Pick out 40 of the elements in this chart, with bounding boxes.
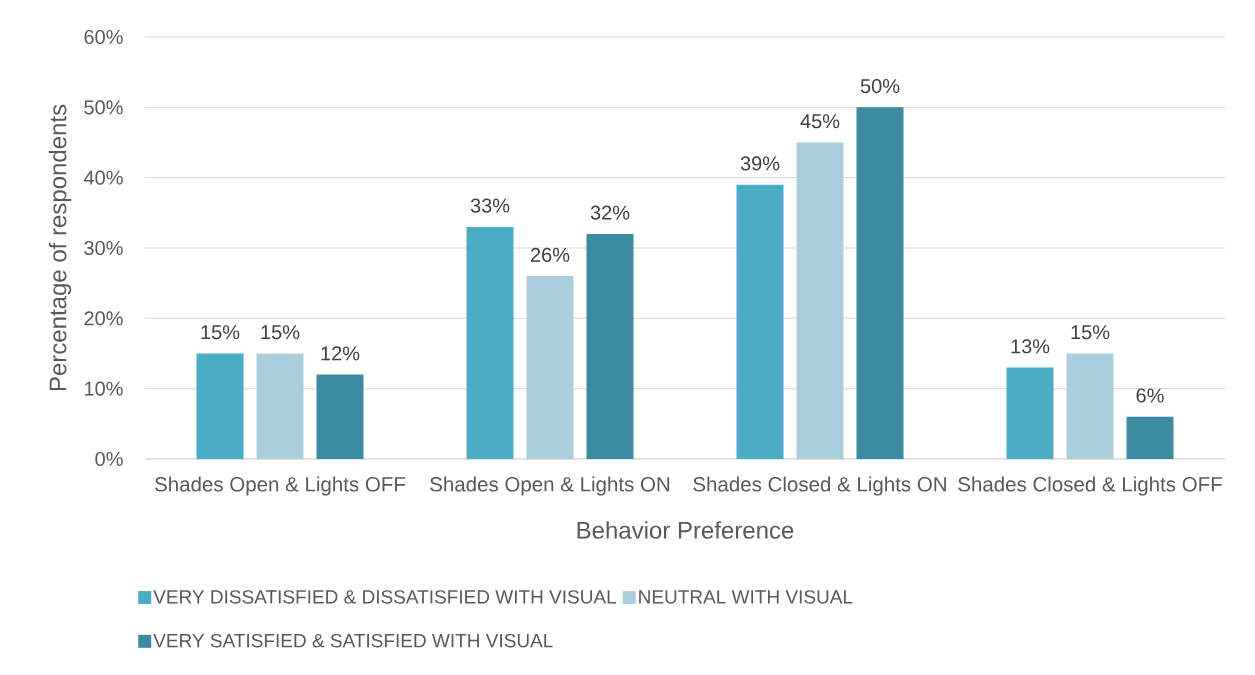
x-axis-title: Behavior Preference	[577, 521, 794, 539]
y-tick-label: 60%	[84, 29, 123, 45]
data-label: 50%	[860, 78, 900, 94]
bar	[526, 276, 574, 459]
legend-label: NEUTRAL WITH VISUAL	[639, 590, 853, 604]
y-tick-label: 10%	[84, 381, 123, 396]
x-tick-label: Shades Closed & Lights OFF	[958, 476, 1222, 496]
data-label: 39%	[740, 156, 780, 171]
data-label: 15%	[201, 325, 240, 340]
x-tick-label: Shades Open & Lights OFF	[155, 476, 406, 496]
y-tick-label: 40%	[83, 170, 123, 185]
y-tick-label: 50%	[84, 100, 123, 115]
bar	[316, 374, 364, 459]
bar	[856, 107, 904, 459]
data-label: 45%	[800, 114, 840, 129]
data-label: 15%	[261, 325, 300, 340]
legend-label: VERY SATISFIED & SATISFIED WITH VISUAL	[153, 633, 553, 648]
bar	[586, 233, 634, 459]
x-tick-label: Shades Open & Lights ON	[430, 476, 670, 496]
data-label: 33%	[470, 198, 510, 213]
data-label: 12%	[321, 346, 360, 361]
y-tick-label: 0%	[95, 451, 123, 467]
bar	[736, 184, 784, 459]
data-label: 13%	[1011, 339, 1050, 354]
data-label: 26%	[531, 247, 570, 262]
bar	[1006, 367, 1054, 459]
bar	[796, 142, 844, 459]
y-tick-label: 30%	[84, 240, 123, 256]
y-tick-label: 20%	[84, 311, 123, 326]
legend-label: VERY DISSATISFIED & DISSATISFIED WITH VISUAL	[153, 590, 617, 604]
x-tick-label: Shades Closed & Lights ON	[693, 476, 946, 496]
bar	[256, 353, 304, 459]
bar	[1126, 416, 1174, 459]
y-axis-title: Percentage of respondents	[48, 104, 72, 391]
bar	[466, 226, 514, 459]
data-label: 6%	[1136, 388, 1164, 403]
bar	[1066, 353, 1114, 459]
data-label: 32%	[590, 205, 630, 220]
bar	[196, 353, 244, 459]
data-label: 15%	[1071, 325, 1110, 340]
